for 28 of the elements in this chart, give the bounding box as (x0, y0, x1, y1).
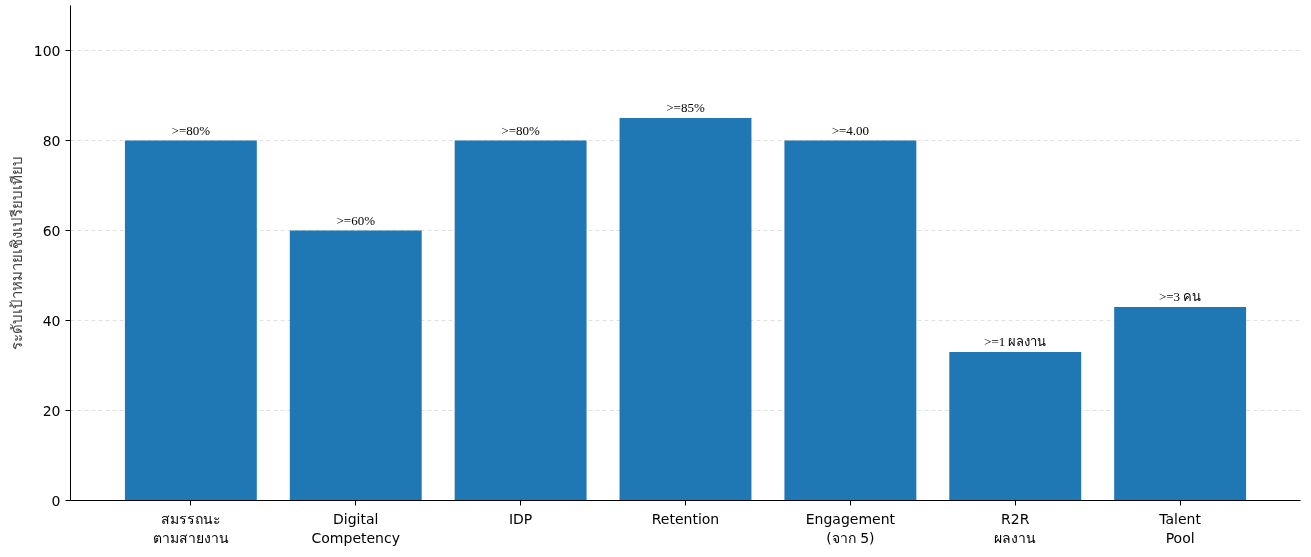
y-tick-label: 80 (42, 132, 61, 149)
bar (124, 140, 257, 501)
x-tick-label: Engagement (จาก 5) (805, 510, 896, 546)
x-tick-label: Digital Competency (311, 510, 400, 546)
data-label: >=80% (501, 122, 541, 138)
y-tick-label: 20 (42, 402, 61, 419)
x-tick-label: Talent Pool (1158, 510, 1202, 546)
y-axis-title: ระดับเป้าหมายเชิงเปรียบเทียบ (7, 156, 26, 350)
y-tick-label: 0 (51, 492, 61, 509)
x-tick-label: Retention (651, 510, 720, 527)
data-label: >=80% (171, 122, 211, 138)
y-tick-label: 100 (33, 42, 61, 59)
bar (1114, 307, 1247, 501)
data-label: >=85% (666, 100, 705, 115)
bar (949, 352, 1082, 501)
data-label: >=3 คน (1158, 289, 1202, 304)
bar (454, 140, 587, 501)
bar (289, 230, 422, 501)
x-tick-label: สมรรถนะ ตามสายงาน (152, 510, 229, 546)
data-label: >=1 ผลงาน (984, 334, 1047, 349)
x-tick-label: R2R ผลงาน (994, 510, 1037, 546)
data-label: >=60% (336, 212, 376, 228)
bar (619, 118, 752, 501)
data-label: >=4.00 (831, 122, 870, 138)
y-tick-label: 40 (42, 312, 61, 329)
x-tick-label: IDP (508, 510, 533, 527)
bar (784, 140, 917, 501)
y-tick-label: 60 (42, 222, 61, 239)
